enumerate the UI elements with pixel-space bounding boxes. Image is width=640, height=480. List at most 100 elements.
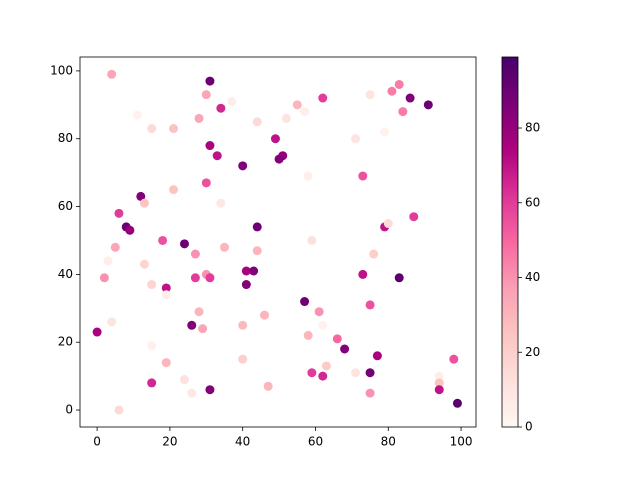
point <box>452 398 462 408</box>
point <box>318 371 328 381</box>
point <box>274 154 284 164</box>
point <box>179 375 189 385</box>
colorbar <box>501 56 519 428</box>
point <box>358 269 368 279</box>
point <box>238 161 248 171</box>
point <box>340 344 350 354</box>
point <box>216 198 226 208</box>
point <box>380 127 390 137</box>
point <box>139 259 149 269</box>
point <box>219 242 229 252</box>
y-tick-label: 60 <box>58 199 73 213</box>
colorbar-tick-label: 20 <box>525 345 540 359</box>
point <box>147 341 157 351</box>
point <box>303 330 313 340</box>
point <box>107 317 117 327</box>
point <box>351 134 361 144</box>
point <box>434 371 444 381</box>
x-tick-label: 80 <box>381 435 396 449</box>
point <box>114 208 124 218</box>
point <box>318 93 328 103</box>
point <box>372 351 382 361</box>
point <box>270 134 280 144</box>
point <box>387 86 397 96</box>
x-tick-label: 40 <box>235 435 250 449</box>
point <box>383 219 393 229</box>
point <box>292 100 302 110</box>
point <box>252 246 262 256</box>
point <box>398 107 408 117</box>
point <box>434 385 444 395</box>
colorbar-tick-label: 80 <box>525 121 540 135</box>
point <box>227 96 237 106</box>
point <box>300 297 310 307</box>
colorbar-tick-label: 60 <box>525 195 540 209</box>
point <box>332 334 342 344</box>
point <box>281 113 291 123</box>
point <box>190 273 200 283</box>
point <box>238 354 248 364</box>
point <box>216 103 226 113</box>
point <box>260 310 270 320</box>
point <box>303 171 313 181</box>
point <box>318 320 328 330</box>
point <box>365 388 375 398</box>
point <box>434 378 444 388</box>
point <box>405 93 415 103</box>
point <box>238 320 248 330</box>
point <box>187 388 197 398</box>
point <box>92 327 102 337</box>
point <box>394 273 404 283</box>
point <box>394 79 404 89</box>
point <box>249 266 259 276</box>
point <box>307 368 317 378</box>
point <box>147 378 157 388</box>
point <box>369 249 379 259</box>
x-tick-label: 100 <box>450 435 473 449</box>
point <box>205 76 215 86</box>
point <box>158 235 168 245</box>
point <box>161 358 171 368</box>
x-tick-label: 20 <box>162 435 177 449</box>
y-tick-label: 80 <box>58 131 73 145</box>
point <box>169 124 179 134</box>
point <box>103 256 113 266</box>
point <box>147 280 157 290</box>
x-tick-label: 0 <box>93 435 101 449</box>
point <box>136 191 146 201</box>
point <box>365 368 375 378</box>
point <box>252 222 262 232</box>
point <box>161 283 171 293</box>
colorbar-tick-label: 0 <box>525 420 533 434</box>
y-tick-label: 0 <box>65 403 73 417</box>
point <box>205 385 215 395</box>
point <box>190 249 200 259</box>
point <box>252 117 262 127</box>
point <box>409 212 419 222</box>
point <box>147 124 157 134</box>
point <box>132 110 142 120</box>
point <box>114 405 124 415</box>
point <box>241 280 251 290</box>
point <box>314 307 324 317</box>
y-tick-label: 40 <box>58 267 73 281</box>
point <box>161 290 171 300</box>
y-tick-label: 100 <box>50 63 73 77</box>
point <box>351 368 361 378</box>
point <box>198 324 208 334</box>
point <box>107 69 117 79</box>
point <box>263 381 273 391</box>
point <box>194 113 204 123</box>
point <box>187 320 197 330</box>
point <box>212 151 222 161</box>
point <box>205 141 215 151</box>
point <box>201 178 211 188</box>
point <box>99 273 109 283</box>
x-tick-label: 60 <box>308 435 323 449</box>
point <box>307 235 317 245</box>
plot-frame <box>79 56 477 428</box>
point <box>365 90 375 100</box>
point <box>241 266 251 276</box>
colorbar-tick-label: 40 <box>525 270 540 284</box>
